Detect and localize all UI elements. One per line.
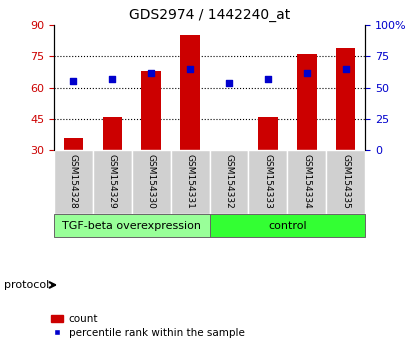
Bar — [132, 150, 171, 214]
Bar — [287, 150, 326, 214]
Point — [265, 76, 271, 82]
Bar — [63, 138, 83, 150]
Bar — [336, 48, 356, 150]
Text: GSM154334: GSM154334 — [303, 154, 311, 209]
Point — [70, 79, 77, 84]
Point — [342, 66, 349, 72]
Text: GSM154335: GSM154335 — [341, 154, 350, 209]
Bar — [326, 150, 365, 214]
Point — [187, 66, 193, 72]
Point — [303, 70, 310, 75]
Text: GSM154329: GSM154329 — [108, 154, 117, 209]
Text: GSM154328: GSM154328 — [69, 154, 78, 209]
Text: protocol: protocol — [4, 280, 49, 290]
Point — [226, 80, 232, 85]
Bar — [210, 150, 249, 214]
Bar — [171, 150, 210, 214]
Bar — [258, 117, 278, 150]
Bar — [93, 150, 132, 214]
Bar — [249, 150, 287, 214]
Text: control: control — [268, 221, 307, 231]
Bar — [142, 71, 161, 150]
Bar — [54, 214, 210, 237]
Text: TGF-beta overexpression: TGF-beta overexpression — [62, 221, 201, 231]
Bar — [181, 35, 200, 150]
Bar — [210, 214, 365, 237]
Title: GDS2974 / 1442240_at: GDS2974 / 1442240_at — [129, 8, 290, 22]
Text: GSM154333: GSM154333 — [264, 154, 272, 209]
Bar — [297, 54, 317, 150]
Point — [148, 70, 154, 75]
Bar — [103, 117, 122, 150]
Legend: count, percentile rank within the sample: count, percentile rank within the sample — [47, 310, 249, 342]
Text: GSM154331: GSM154331 — [186, 154, 195, 209]
Bar — [54, 150, 93, 214]
Text: GSM154330: GSM154330 — [147, 154, 156, 209]
Text: GSM154332: GSM154332 — [225, 154, 234, 209]
Point — [109, 76, 116, 82]
